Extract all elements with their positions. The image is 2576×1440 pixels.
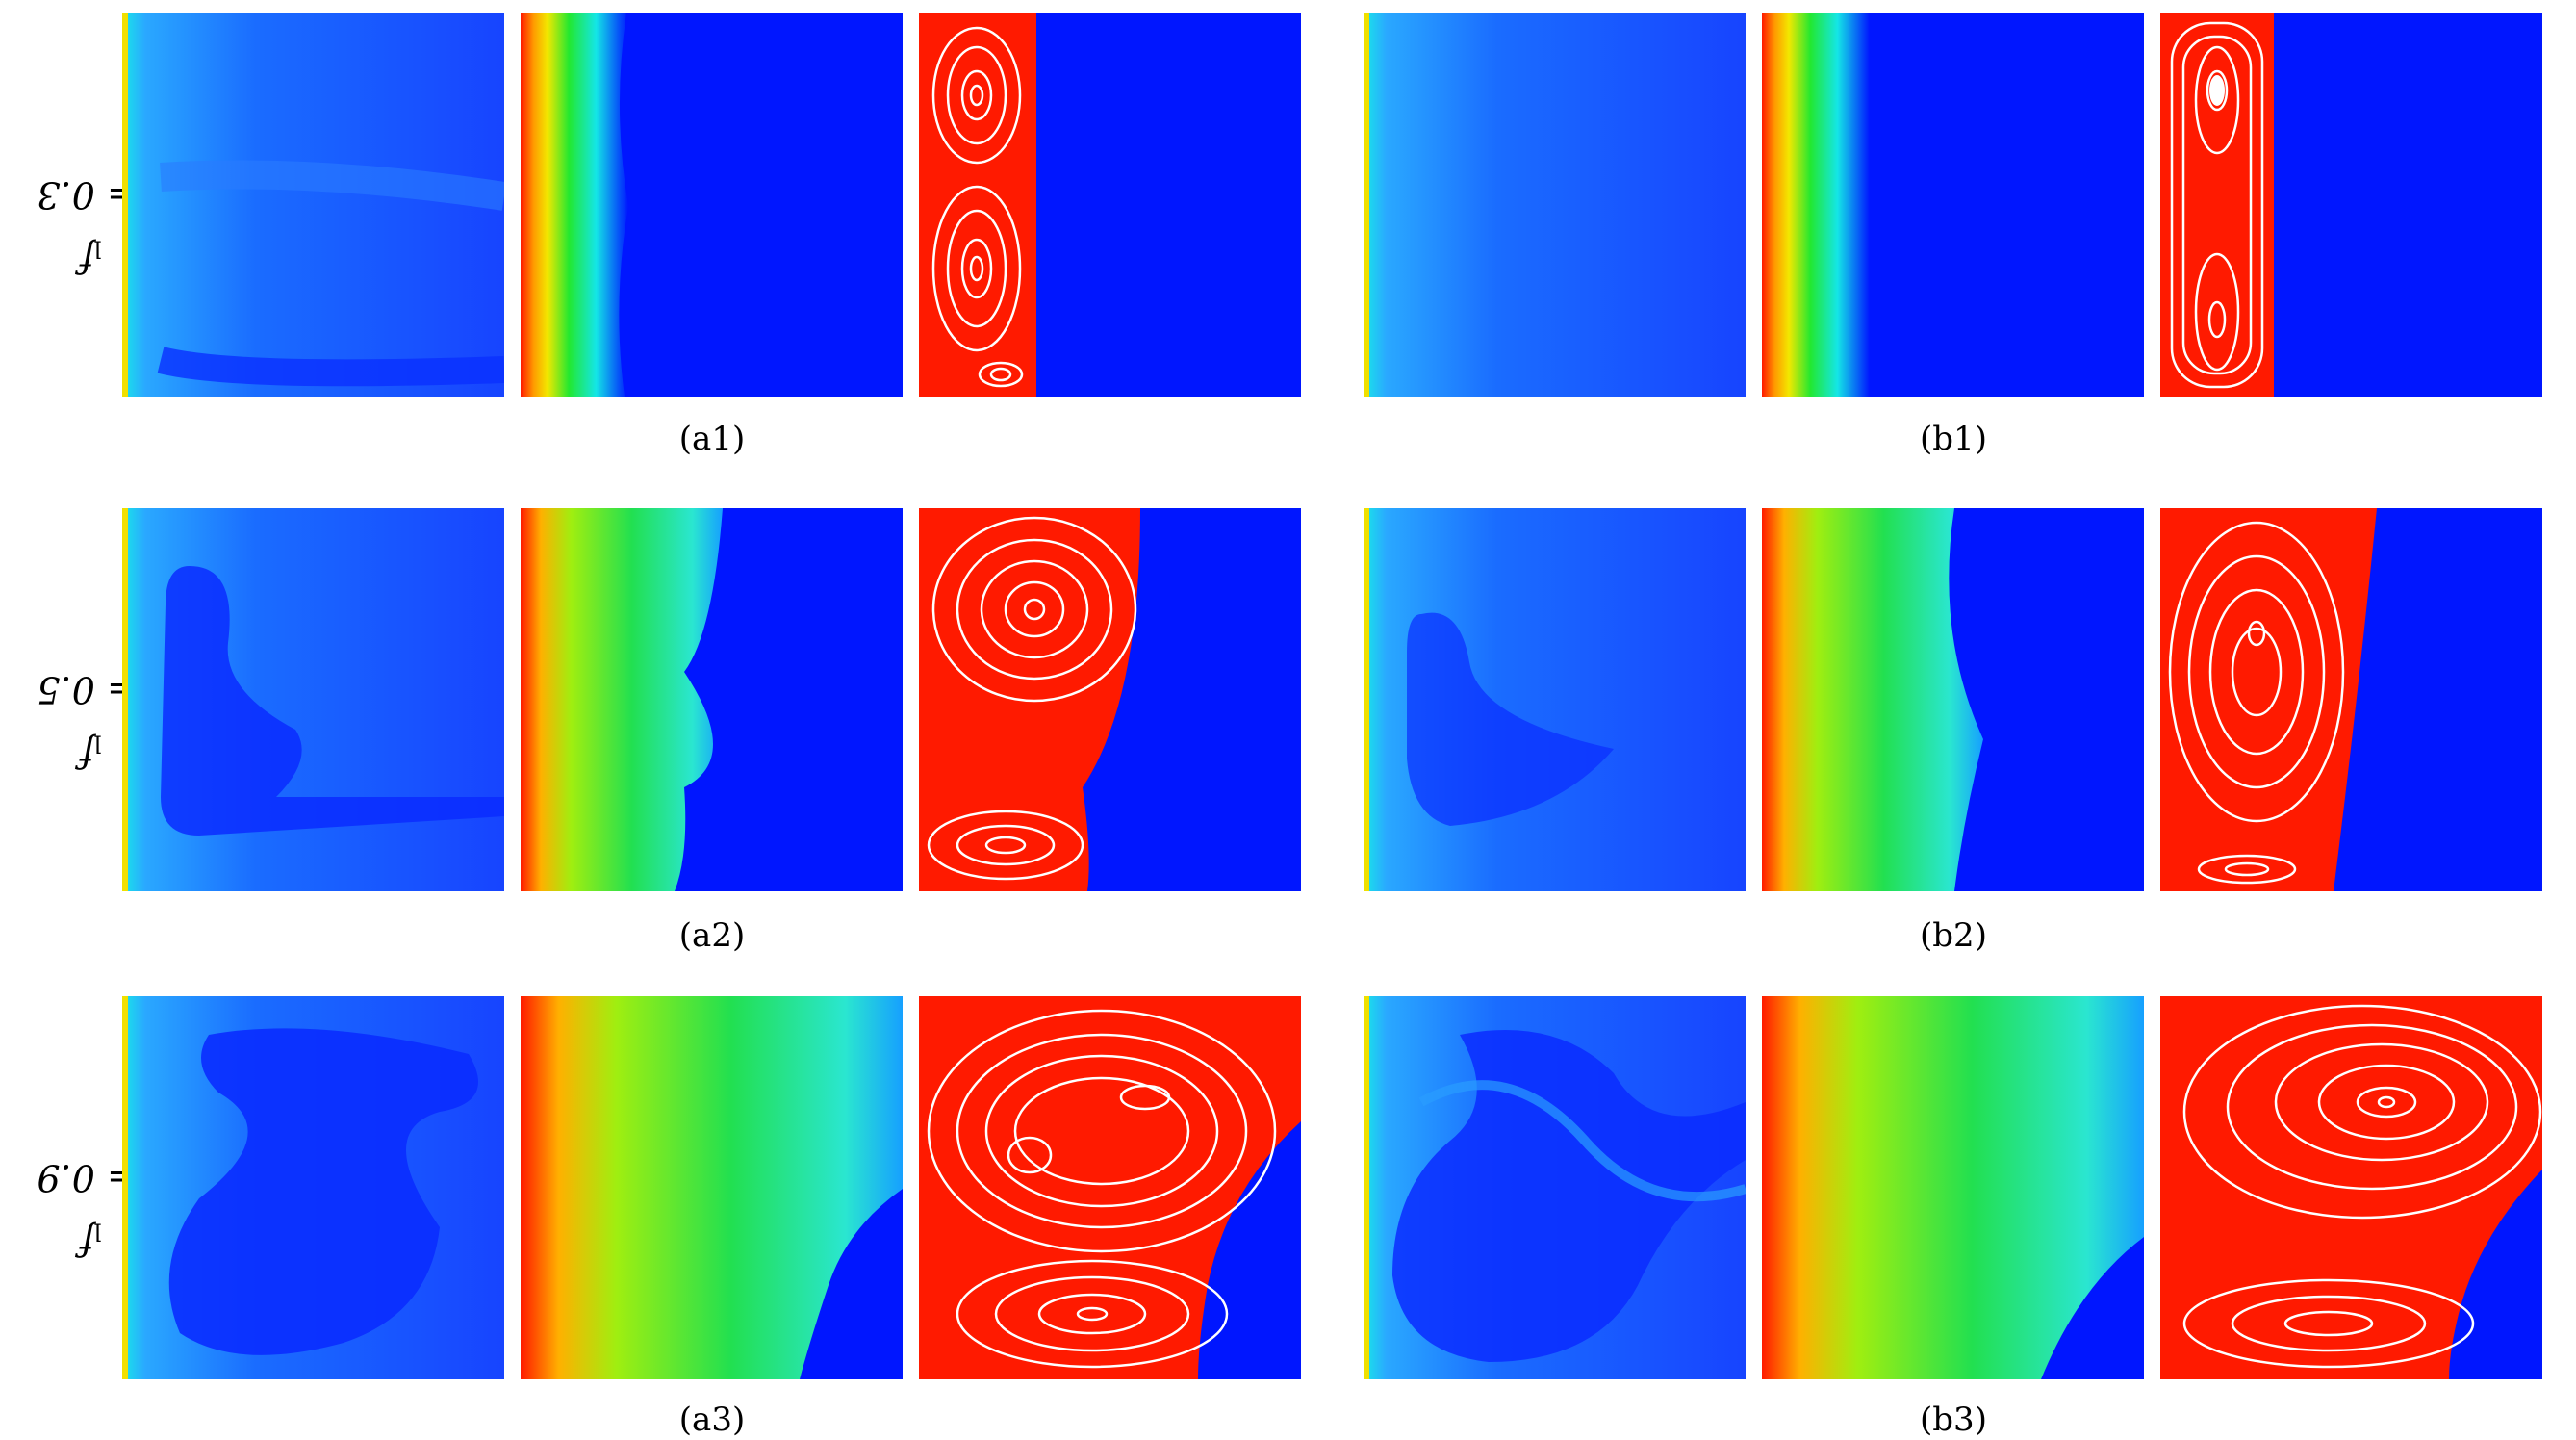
caption-a2: (a2) — [678, 916, 746, 955]
panel-b2-temperature — [1762, 508, 2144, 891]
panel-a2-streamlines — [919, 508, 1301, 891]
panel-b3-temperature — [1762, 996, 2144, 1379]
panel-b2-streamlines — [2160, 508, 2542, 891]
panel-a3-velocity — [122, 996, 504, 1379]
panel-a3-temperature — [521, 996, 903, 1379]
panel-a1-velocity — [122, 13, 504, 397]
panel-b3-velocity — [1364, 996, 1746, 1379]
panel-a1-temperature — [521, 13, 903, 397]
row-label-1: fl = 0.3 — [37, 173, 138, 281]
panel-b1-streamlines — [2160, 13, 2542, 397]
panel-b3-streamlines — [2160, 996, 2542, 1379]
caption-a1: (a1) — [678, 420, 746, 458]
panel-a1-streamlines — [919, 13, 1301, 397]
caption-b1: (b1) — [1920, 420, 1987, 458]
panel-b2-velocity — [1364, 508, 1746, 891]
panel-b1-velocity — [1364, 13, 1746, 397]
row-label-3: fl = 0.9 — [37, 1156, 138, 1264]
panel-b1-temperature — [1762, 13, 2144, 397]
panel-a3-streamlines — [919, 996, 1301, 1379]
row-label-2: fl = 0.5 — [37, 668, 138, 776]
panel-a2-temperature — [521, 508, 903, 891]
caption-a3: (a3) — [678, 1401, 746, 1439]
caption-b3: (b3) — [1920, 1401, 1987, 1439]
panel-a2-velocity — [122, 508, 504, 891]
caption-b2: (b2) — [1920, 916, 1987, 955]
